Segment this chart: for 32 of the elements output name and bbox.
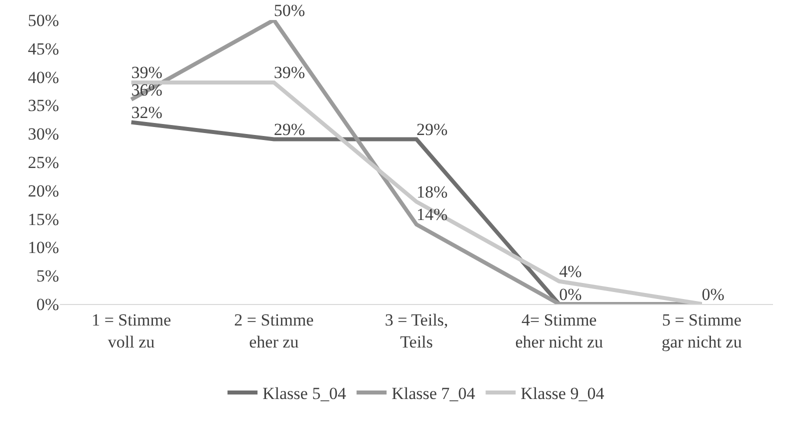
data-label: 4% (559, 262, 582, 282)
y-tick-label: 30% (28, 124, 59, 144)
data-label: 0% (559, 284, 582, 304)
data-label: 29% (416, 120, 448, 140)
line-series (129, 80, 704, 304)
y-tick-label: 10% (28, 238, 59, 258)
data-label: 0% (702, 284, 724, 304)
y-tick-label: 20% (28, 181, 59, 200)
y-tick-label: 0% (36, 294, 59, 314)
x-tick-label: 1 = Stimme voll zu (92, 310, 172, 352)
y-tick-label: 5% (36, 266, 59, 286)
data-label: 39% (131, 63, 162, 82)
y-tick-label: 35% (28, 96, 59, 116)
data-label: 32% (131, 102, 162, 122)
data-label: 50% (274, 0, 306, 20)
data-label: 36% (131, 80, 162, 100)
data-label: 14% (416, 205, 448, 224)
x-tick-label: 4= Stimme eher nicht zu (515, 310, 604, 352)
data-label: 18% (416, 182, 448, 202)
y-tick-label: 40% (28, 68, 59, 87)
x-tick-label: 2 = Stimme eher zu (234, 310, 314, 352)
data-label: 39% (274, 63, 306, 82)
y-tick-label: 50% (28, 10, 59, 30)
legend-label: Klasse 9_04 (520, 384, 605, 404)
x-tick-label: 5 = Stimme gar nicht zu (662, 310, 742, 352)
data-label: 29% (274, 120, 306, 140)
legend-label: Klasse 5_04 (262, 384, 347, 404)
legend-label: Klasse 7_04 (392, 384, 476, 404)
x-tick-label: 3 = Teils, Teils (384, 310, 448, 352)
y-tick-label: 45% (28, 39, 59, 58)
y-tick-label: 25% (28, 152, 59, 172)
y-tick-label: 15% (28, 210, 59, 229)
